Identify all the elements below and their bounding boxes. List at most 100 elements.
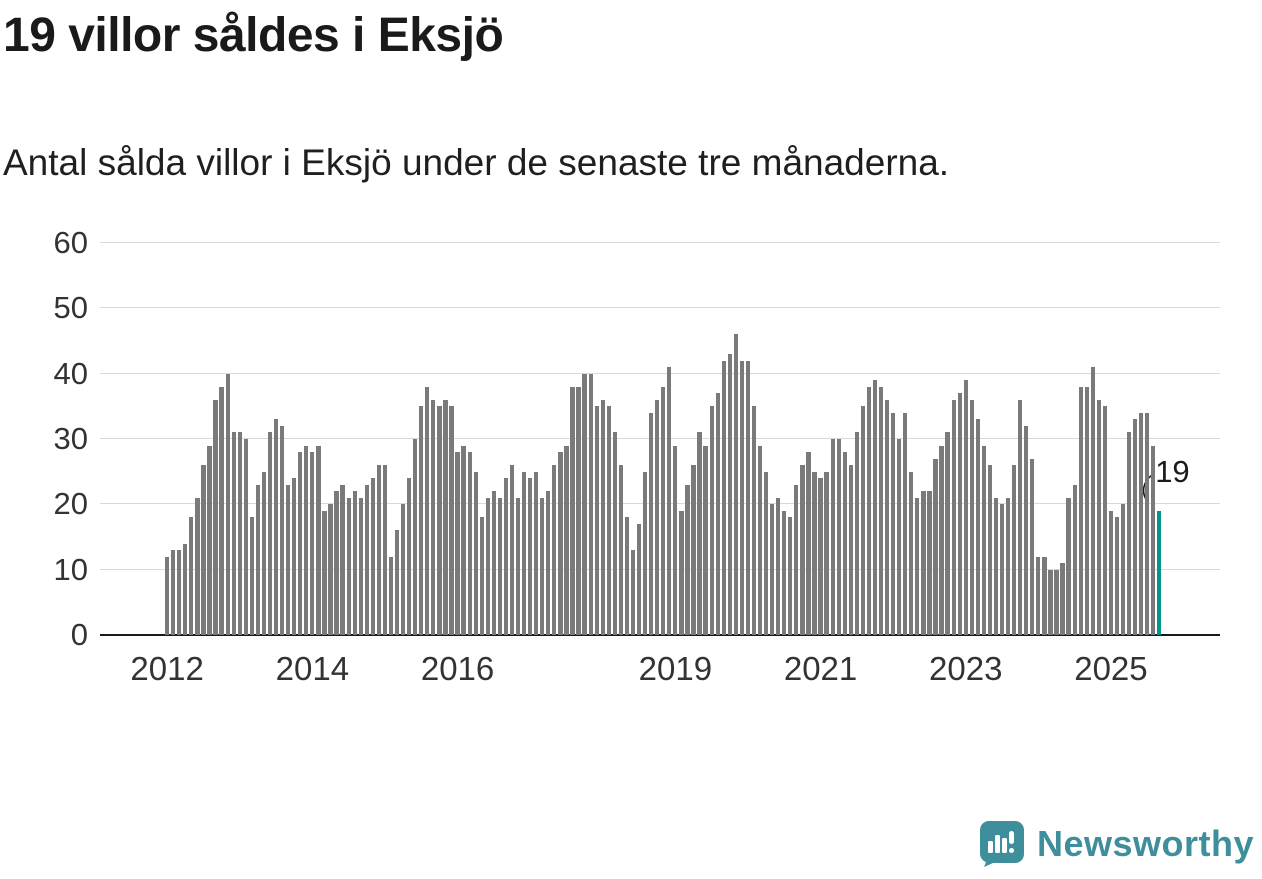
bar — [503, 478, 509, 635]
bar — [394, 530, 400, 635]
bar — [1060, 563, 1065, 635]
bar — [1090, 367, 1095, 635]
bar — [1151, 445, 1156, 635]
bar — [636, 523, 642, 635]
bar — [1102, 406, 1108, 635]
bar — [691, 465, 696, 635]
bar — [1048, 569, 1053, 635]
bar — [1024, 425, 1029, 635]
bar — [1145, 412, 1150, 635]
bar — [957, 393, 962, 635]
x-tick-label: 2019 — [638, 650, 713, 687]
bar — [243, 439, 248, 635]
bar — [1139, 412, 1144, 635]
bar — [528, 478, 533, 635]
bar — [364, 484, 369, 635]
bar — [316, 445, 321, 635]
bar — [1030, 458, 1035, 635]
bar — [866, 386, 872, 635]
bar — [1108, 510, 1114, 635]
gridline — [100, 372, 1220, 374]
bar — [509, 465, 515, 635]
gridline — [100, 503, 1220, 505]
bar — [703, 445, 708, 635]
bar — [733, 334, 738, 635]
bar — [237, 432, 242, 635]
bar — [975, 419, 980, 635]
gridline — [100, 307, 1220, 309]
bar — [249, 517, 254, 635]
bar — [491, 491, 496, 635]
bar-highlighted — [1157, 510, 1162, 635]
bar — [818, 478, 823, 635]
bar — [606, 406, 611, 635]
bar — [286, 484, 291, 635]
bar — [1084, 386, 1089, 635]
bar — [981, 445, 987, 635]
bar — [485, 497, 490, 635]
bar — [903, 412, 908, 635]
y-tick-label: 20 — [53, 486, 88, 522]
bar — [231, 432, 236, 635]
bar — [431, 399, 436, 635]
bar — [400, 504, 406, 635]
bar — [800, 465, 805, 635]
y-axis-labels: 0 10 20 30 40 50 60 — [0, 225, 88, 652]
bar — [667, 367, 672, 635]
bar — [697, 432, 702, 635]
chart-title: 19 villor såldes i Eksjö — [3, 9, 504, 62]
bar — [987, 465, 993, 635]
x-tick-label: 2023 — [929, 650, 1003, 687]
y-tick-label: 60 — [53, 225, 88, 260]
bar — [534, 471, 539, 635]
bar — [782, 510, 787, 635]
bar — [376, 465, 382, 635]
bar — [358, 497, 363, 635]
bar — [177, 550, 182, 635]
bar — [642, 471, 648, 635]
y-tick-label: 50 — [53, 290, 88, 326]
bar — [346, 497, 351, 635]
bar — [921, 491, 926, 635]
bar — [273, 419, 279, 635]
bar — [546, 491, 551, 635]
bar — [915, 497, 920, 635]
bar — [1054, 569, 1059, 635]
bar — [582, 373, 587, 635]
bar — [419, 406, 424, 635]
bar — [842, 452, 847, 635]
bar — [679, 510, 684, 635]
bar — [461, 445, 466, 635]
y-tick-label: 0 — [70, 617, 88, 652]
bar — [794, 484, 799, 635]
newsworthy-logo-text: Newsworthy — [1036, 823, 1254, 864]
bar — [618, 465, 624, 635]
x-axis-line — [100, 634, 1220, 636]
bar — [322, 510, 327, 635]
bar — [570, 386, 575, 635]
bar — [588, 373, 593, 635]
gridline — [100, 568, 1220, 570]
bar — [757, 445, 763, 635]
bar — [407, 478, 412, 635]
x-tick-label: 2016 — [420, 650, 495, 687]
bar — [830, 439, 835, 635]
bar — [927, 491, 932, 635]
bar — [951, 399, 956, 635]
bar — [1005, 497, 1011, 635]
bar — [945, 432, 950, 635]
bar — [292, 478, 297, 635]
bar — [600, 399, 605, 635]
bar — [201, 465, 206, 635]
bar — [878, 386, 884, 635]
bar — [255, 484, 261, 635]
bar — [806, 452, 811, 635]
bar — [413, 439, 418, 635]
x-tick-label: 2014 — [275, 650, 350, 687]
bar — [630, 550, 636, 635]
bar — [388, 556, 394, 635]
x-tick-label: 2021 — [783, 650, 858, 687]
bar — [425, 386, 430, 635]
bar — [933, 458, 938, 635]
